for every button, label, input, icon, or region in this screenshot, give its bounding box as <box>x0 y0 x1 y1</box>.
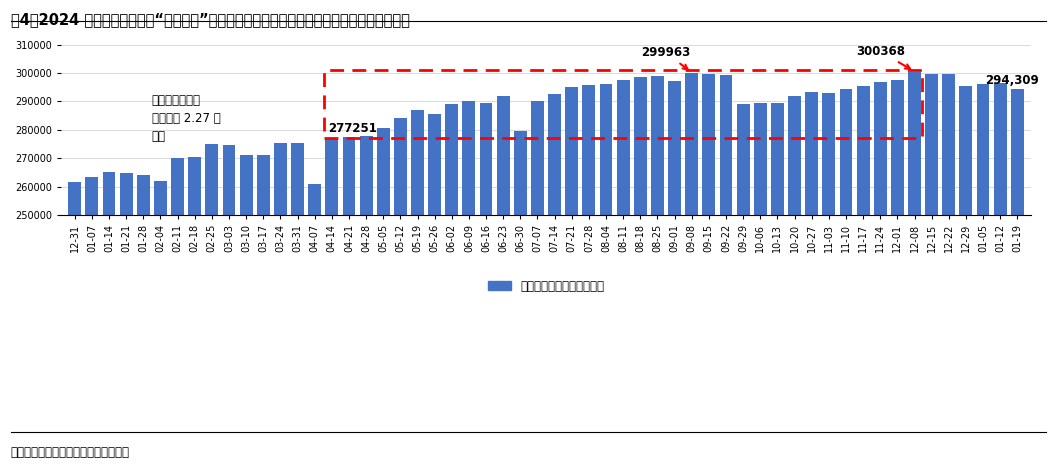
Bar <box>651 76 664 467</box>
Bar <box>342 136 355 467</box>
Bar <box>839 89 852 467</box>
Bar <box>411 111 424 467</box>
Bar <box>326 138 338 467</box>
Bar <box>737 104 749 467</box>
Text: 手工补息叫停后
理财增长 2.27 万
亿元: 手工补息叫停后 理财增长 2.27 万 亿元 <box>152 94 221 143</box>
Bar <box>771 103 784 467</box>
Bar <box>668 81 681 467</box>
Bar <box>445 104 458 467</box>
Text: 294,309: 294,309 <box>985 73 1039 86</box>
Bar <box>428 113 441 467</box>
Bar <box>119 173 132 467</box>
Text: 300368: 300368 <box>856 45 910 69</box>
Bar <box>789 96 801 467</box>
Bar <box>720 75 733 467</box>
Bar <box>531 100 544 467</box>
Bar <box>582 85 595 467</box>
Text: 277251: 277251 <box>329 122 377 135</box>
Bar <box>634 78 647 467</box>
Bar <box>685 73 698 467</box>
Bar <box>86 177 98 467</box>
Bar <box>497 96 509 467</box>
Bar <box>960 85 972 467</box>
Bar <box>223 145 236 467</box>
Bar <box>69 182 81 467</box>
Bar <box>874 82 887 467</box>
Bar <box>994 83 1006 467</box>
Bar <box>103 172 115 467</box>
Bar <box>205 144 218 467</box>
Bar <box>463 100 476 467</box>
Bar <box>171 157 184 467</box>
Bar <box>394 119 407 467</box>
Bar <box>240 156 253 467</box>
Bar <box>616 80 630 467</box>
Bar <box>514 131 526 467</box>
Bar <box>376 128 390 467</box>
Bar <box>291 142 304 467</box>
Bar <box>754 103 766 467</box>
Bar <box>257 155 270 467</box>
Bar <box>274 143 286 467</box>
Bar <box>188 157 201 467</box>
Bar <box>599 84 612 467</box>
Bar <box>822 93 835 467</box>
Bar <box>549 94 561 467</box>
Bar <box>925 74 938 467</box>
Bar <box>891 80 904 467</box>
Bar <box>154 181 167 467</box>
Bar <box>359 136 372 467</box>
Bar <box>565 87 578 467</box>
Text: 数据来源：普益标准、开源证券研究所: 数据来源：普益标准、开源证券研究所 <box>11 446 130 459</box>
Bar <box>805 92 818 467</box>
Bar <box>703 74 716 467</box>
Bar <box>136 176 150 467</box>
Text: 299963: 299963 <box>642 46 690 70</box>
Bar <box>943 74 956 467</box>
Bar <box>908 72 921 467</box>
Bar <box>1010 89 1024 467</box>
Bar <box>977 84 989 467</box>
Bar <box>309 184 321 467</box>
Bar <box>856 85 870 467</box>
Text: 图4：2024 年理财规模增长和“手工补息”叫停、股市情绪上涨、傘市行情等均有关系（亿元）: 图4：2024 年理财规模增长和“手工补息”叫停、股市情绪上涨、傘市行情等均有关… <box>11 12 409 27</box>
Legend: 最新存续规模总计（亿元）: 最新存续规模总计（亿元） <box>483 275 609 297</box>
Bar <box>480 103 493 467</box>
